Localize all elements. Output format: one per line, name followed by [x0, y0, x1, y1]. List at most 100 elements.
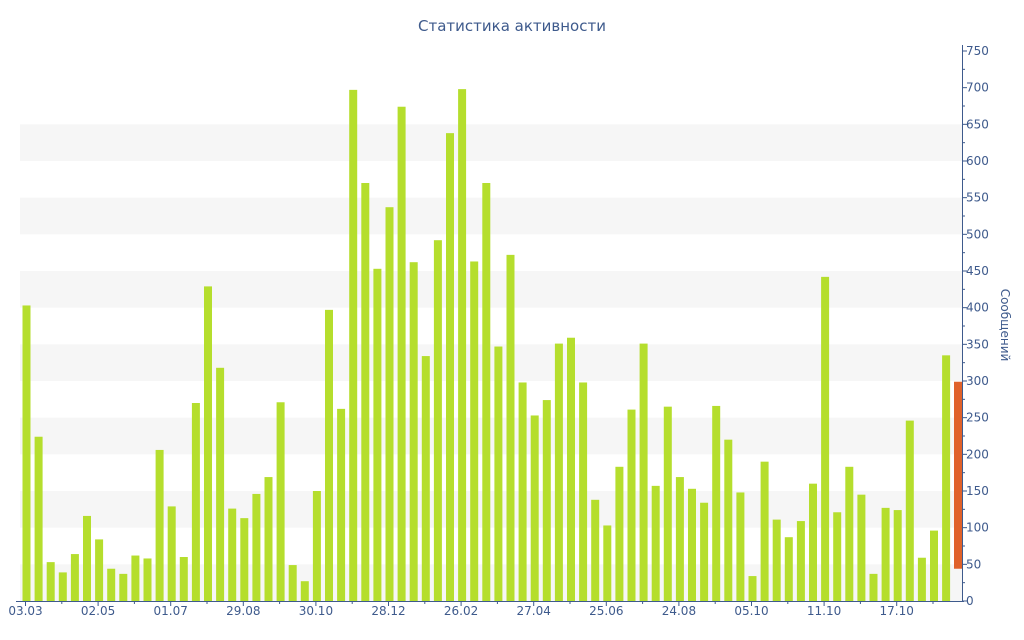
x-tick-label: 02.05 [81, 604, 115, 618]
bar [155, 449, 164, 601]
bar [228, 508, 237, 601]
bar [530, 415, 539, 601]
x-tick-label: 29.08 [226, 604, 260, 618]
bar [712, 405, 721, 601]
bar [312, 491, 321, 601]
bar [579, 382, 588, 601]
bar [518, 382, 527, 601]
bar [675, 477, 684, 601]
bar [821, 276, 830, 601]
y-tick-label: 600 [966, 154, 989, 168]
grid-bands [20, 124, 962, 601]
bar [433, 240, 442, 601]
bar [58, 572, 67, 601]
bar [736, 492, 745, 601]
bar [288, 565, 297, 601]
bar [204, 286, 212, 601]
chart-title: Статистика активности [418, 17, 606, 35]
bar [784, 537, 793, 601]
bar [591, 499, 600, 601]
bar [627, 409, 636, 601]
y-tick-label: 500 [966, 227, 989, 241]
bar [893, 510, 902, 601]
y-tick-label: 550 [966, 191, 989, 205]
bar [34, 436, 43, 601]
bar [300, 581, 309, 601]
bar [385, 207, 394, 601]
bar [833, 512, 842, 601]
x-tick-label: 30.10 [299, 604, 333, 618]
y-tick-label: 350 [966, 337, 989, 351]
bar [796, 521, 805, 601]
bar [22, 305, 31, 601]
x-tick-label: 03.03 [8, 604, 42, 618]
bar [567, 337, 575, 601]
bar [482, 183, 491, 601]
y-tick-label: 250 [966, 411, 989, 425]
bar [494, 346, 503, 601]
bar [95, 539, 104, 601]
y-tick-label: 300 [966, 374, 989, 388]
bar [191, 403, 200, 601]
bar [809, 483, 817, 601]
bar [83, 515, 91, 601]
bar [724, 439, 733, 601]
bar [131, 555, 140, 601]
x-tick-label: 01.07 [154, 604, 188, 618]
y-axis-label: Сообщений [998, 289, 1012, 362]
y-tick-label: 150 [966, 484, 989, 498]
bar [700, 502, 709, 601]
bar [446, 133, 454, 601]
bar [179, 557, 188, 601]
x-tick-label: 05.10 [734, 604, 768, 618]
bar [421, 356, 430, 601]
bar [119, 573, 128, 601]
x-tick-label: 25.06 [589, 604, 623, 618]
bar [845, 466, 854, 601]
bar [276, 402, 285, 601]
y-tick-label: 700 [966, 81, 989, 95]
bar [349, 89, 358, 601]
bar [772, 519, 781, 601]
y-tick-label: 750 [966, 44, 989, 58]
highlight-range-bar [954, 381, 962, 569]
bar [942, 355, 951, 601]
y-tick-label: 400 [966, 301, 989, 315]
bar [639, 343, 648, 601]
bar [869, 573, 878, 601]
y-tick-label: 50 [966, 557, 981, 571]
bar [554, 343, 563, 601]
bar [397, 106, 406, 601]
bar [917, 557, 926, 601]
bar [70, 554, 79, 601]
grid-band [20, 124, 962, 161]
bar [760, 461, 769, 601]
bar [46, 562, 55, 601]
y-tick-label: 100 [966, 521, 989, 535]
bar [688, 488, 696, 601]
grid-band [20, 271, 962, 308]
bar [458, 89, 467, 601]
bar [506, 254, 515, 601]
bar [325, 309, 333, 601]
y-tick-label: 0 [966, 594, 974, 608]
bar [167, 506, 176, 601]
bar [603, 525, 612, 601]
x-tick-label: 28.12 [371, 604, 405, 618]
axes: 0 50 100 150 200 250 300 350 400 450 500 550 600 650 7… [8, 44, 989, 618]
y-tick-label: 450 [966, 264, 989, 278]
x-tick-label: 27.04 [517, 604, 551, 618]
bar [143, 558, 152, 601]
grid-band [20, 344, 962, 381]
bar [373, 268, 382, 601]
bar [470, 261, 479, 601]
x-tick-label: 11.10 [807, 604, 841, 618]
x-tick-label: 17.10 [880, 604, 914, 618]
bar [337, 408, 346, 601]
grid-band [20, 564, 962, 601]
bar [264, 477, 273, 601]
bar [748, 576, 757, 601]
bar [905, 420, 914, 601]
grid-band [20, 417, 962, 455]
